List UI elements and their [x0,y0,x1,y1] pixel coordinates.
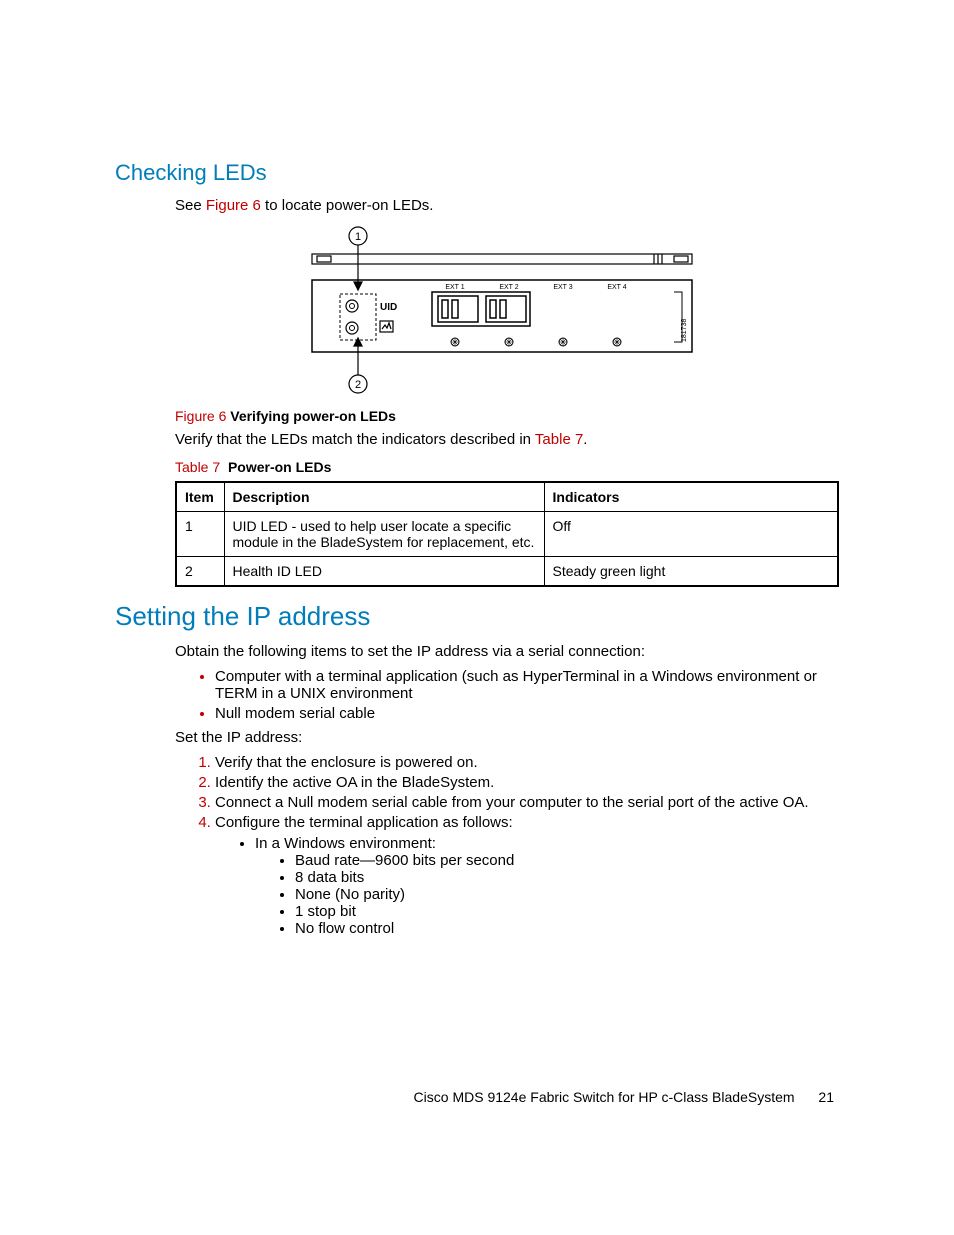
heading-setting-ip: Setting the IP address [115,601,839,632]
figure-label: Figure 6 [175,408,226,424]
setting-item: Baud rate—9600 bits per second [295,852,839,869]
ext-labels: EXT 1 EXT 2 EXT 3 EXT 4 [445,284,626,291]
svg-text:EXT 2: EXT 2 [499,284,518,291]
col-indicators: Indicators [544,482,838,512]
step-item: Connect a Null modem serial cable from y… [215,794,839,811]
intro-paragraph: See Figure 6 to locate power-on LEDs. [175,196,839,216]
step-item: Verify that the enclosure is powered on. [215,754,839,771]
verify-paragraph: Verify that the LEDs match the indicator… [175,430,839,450]
set-ip-label: Set the IP address: [175,728,839,748]
svg-text:EXT 4: EXT 4 [607,284,626,291]
table-header-row: Item Description Indicators [176,482,838,512]
callout-2: 2 [355,379,361,391]
section-setting-ip: Obtain the following items to set the IP… [175,642,839,938]
led-diagram-svg: UID EXT 1 EXT 2 EXT 3 EXT 4 [302,222,712,400]
table-label: Table 7 [175,459,220,475]
table-row: 1 UID LED - used to help user locate a s… [176,511,838,556]
figure-6-diagram: UID EXT 1 EXT 2 EXT 3 EXT 4 [175,222,839,400]
terminal-settings-list: Baud rate—9600 bits per second 8 data bi… [255,852,839,937]
sub-heading: In a Windows environment: [255,835,436,852]
table-7-xref[interactable]: Table 7 [535,431,583,448]
text: to locate power-on LEDs. [261,197,434,214]
text: Verify that the LEDs match the indicator… [175,431,535,448]
doc-title: Cisco MDS 9124e Fabric Switch for HP c-C… [414,1089,795,1105]
list-item: Computer with a terminal application (su… [215,668,839,702]
table-row: 2 Health ID LED Steady green light [176,556,838,586]
setting-item: No flow control [295,920,839,937]
step-text: Configure the terminal application as fo… [215,814,513,831]
page-footer: Cisco MDS 9124e Fabric Switch for HP c-C… [414,1089,834,1105]
table-title: Power-on LEDs [228,459,331,475]
figure-6-caption: Figure 6 Verifying power-on LEDs [175,408,839,424]
ip-intro: Obtain the following items to set the IP… [175,642,839,662]
cell-indicators: Off [544,511,838,556]
figure-title: Verifying power-on LEDs [230,408,396,424]
svg-text:EXT 3: EXT 3 [553,284,572,291]
setting-item: None (No parity) [295,886,839,903]
step-item: Identify the active OA in the BladeSyste… [215,774,839,791]
text: . [583,431,587,448]
ip-requirements-list: Computer with a terminal application (su… [175,668,839,722]
setting-item: 8 data bits [295,869,839,886]
table-7-caption: Table 7 Power-on LEDs [175,459,839,475]
cell-item: 2 [176,556,224,586]
step4-sublist: In a Windows environment: Baud rate—9600… [215,835,839,937]
page-number: 21 [818,1089,834,1105]
figure-6-xref[interactable]: Figure 6 [206,197,261,214]
list-item: Null modem serial cable [215,705,839,722]
col-item: Item [176,482,224,512]
sub-item: In a Windows environment: Baud rate—9600… [255,835,839,937]
cell-description: Health ID LED [224,556,544,586]
document-page: Checking LEDs See Figure 6 to locate pow… [0,0,954,1235]
cell-indicators: Steady green light [544,556,838,586]
cell-description: UID LED - used to help user locate a spe… [224,511,544,556]
cell-item: 1 [176,511,224,556]
uid-label: UID [380,302,397,313]
setting-item: 1 stop bit [295,903,839,920]
callout-1: 1 [355,231,361,243]
power-on-leds-table: Item Description Indicators 1 UID LED - … [175,481,839,587]
step-item: Configure the terminal application as fo… [215,814,839,937]
svg-text:EXT 1: EXT 1 [445,284,464,291]
text: See [175,197,206,214]
col-description: Description [224,482,544,512]
ip-steps-list: Verify that the enclosure is powered on.… [175,754,839,937]
drawing-id: 181738 [681,319,688,342]
section-checking-leds: See Figure 6 to locate power-on LEDs. [175,196,839,587]
heading-checking-leds: Checking LEDs [115,160,839,186]
